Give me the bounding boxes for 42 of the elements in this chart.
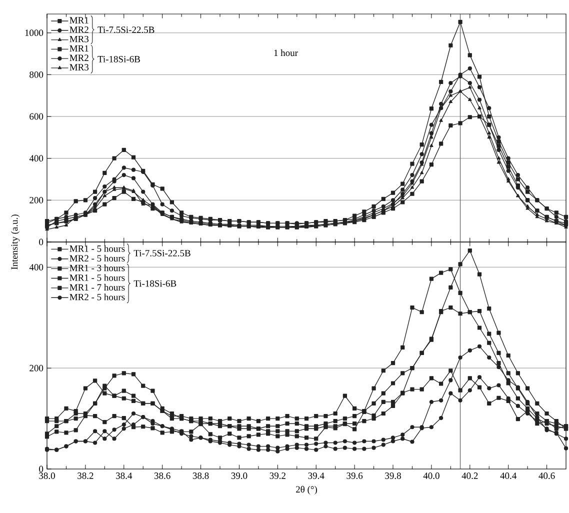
- x-tick-label: 39.2: [270, 472, 286, 479]
- x-tick-label: 38.6: [154, 472, 170, 479]
- y-tick-label: 800: [30, 71, 44, 78]
- x-tick-label: 39.8: [385, 472, 401, 479]
- legend-label: MR1 - 7 hours: [70, 284, 125, 291]
- y-tick-label: 400: [29, 264, 44, 270]
- legend-label: MR3: [70, 64, 89, 70]
- y-tick-label: 0: [39, 466, 44, 472]
- x-tick-label: 39.4: [308, 472, 324, 479]
- legend-label: MR1 - 5 hours: [70, 245, 125, 252]
- legend-label: MR1: [70, 17, 88, 24]
- annotation: Ti-18Si-6B: [134, 280, 176, 287]
- x-tick-label: 39.0: [231, 472, 248, 479]
- y-axis-title: Intensity (a.u.): [10, 214, 20, 270]
- x-tick-label: 38.0: [39, 472, 55, 479]
- x-tick-label: 40.6: [538, 472, 555, 479]
- y-tick-label: 200: [30, 196, 44, 204]
- legend-label: MR3: [70, 36, 89, 42]
- legend-label: MR2: [70, 54, 88, 61]
- annotation: Ti-7.5Si-22.5B: [134, 250, 190, 256]
- y-tick-label: 200: [30, 364, 44, 372]
- y-tick-label: 0: [39, 238, 44, 246]
- x-tick-label: 38.8: [192, 472, 209, 479]
- legend-label: MR1 - 3 hours: [70, 264, 125, 272]
- y-tick-label: 400: [29, 155, 44, 162]
- annotation: 1 hour: [274, 49, 298, 56]
- x-tick-label: 40.0: [423, 472, 440, 479]
- x-tick-label: 38.4: [116, 472, 132, 479]
- legend-label: MR2 - 5 hours: [70, 254, 125, 262]
- annotation: Ti-7.5Si-22.5B: [98, 26, 154, 34]
- x-tick-label: 39.6: [346, 472, 363, 479]
- x-tick-label: 38.2: [78, 472, 94, 479]
- x-tick-label: 40.4: [500, 472, 517, 479]
- legend-label: MR1: [70, 45, 88, 52]
- legend-label: MR2 - 5 hours: [70, 294, 125, 300]
- y-tick-label: 600: [30, 113, 44, 120]
- x-tick-label: 40.2: [462, 472, 478, 479]
- x-axis-title: 2θ (°): [296, 486, 317, 495]
- legend-label: MR2: [70, 26, 88, 33]
- y-tick-label: 1000: [25, 30, 44, 36]
- annotation: Ti-18Si-6B: [98, 56, 140, 62]
- legend-label: MR1 - 5 hours: [70, 274, 125, 281]
